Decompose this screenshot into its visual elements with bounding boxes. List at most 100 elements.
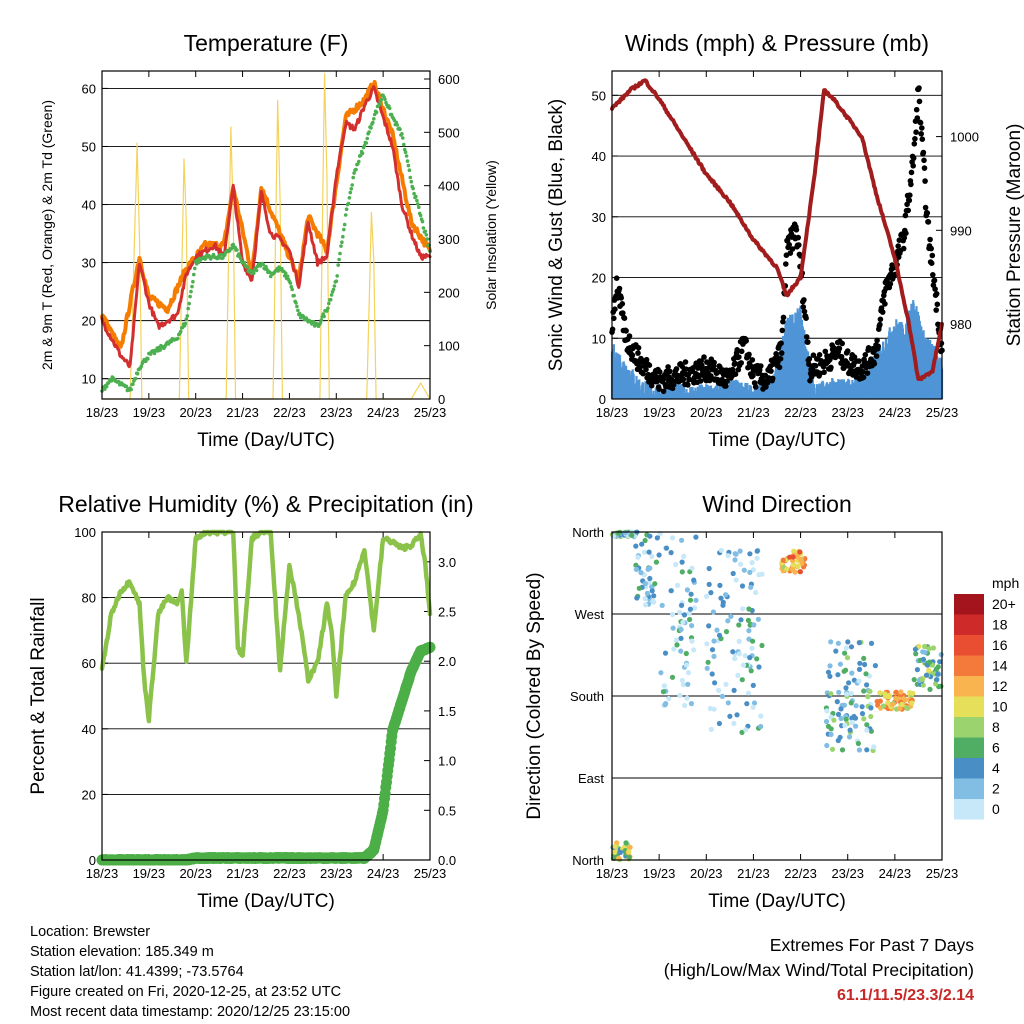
gust-point [613, 275, 620, 282]
station-info: Location: Brewster Station elevation: 18… [30, 922, 350, 1022]
plot-frame-3 [101, 531, 431, 861]
gust-point [806, 361, 812, 368]
gust-point [796, 242, 802, 248]
colorbar-swatch [954, 676, 984, 697]
dewpoint-point [415, 198, 419, 203]
direction-point [712, 680, 718, 686]
dewpoint-point [187, 301, 191, 306]
direction-point [723, 681, 729, 688]
dewpoint-point [184, 317, 189, 322]
direction-point [677, 692, 683, 699]
direction-point [747, 655, 753, 661]
dewpoint-point [294, 301, 298, 305]
dewpoint-point [254, 268, 259, 273]
dewpoint-point [425, 237, 430, 241]
y-axis-tick-label: South [570, 689, 604, 704]
gust-point [928, 245, 934, 252]
direction-point [738, 617, 744, 623]
direction-point [920, 682, 926, 688]
dewpoint-point [357, 159, 361, 164]
direction-point [863, 671, 869, 677]
gust-point [786, 241, 792, 248]
dewpoint-point [297, 311, 302, 316]
gust-point [660, 388, 667, 395]
direction-point [877, 698, 883, 704]
direction-point [661, 683, 668, 689]
direction-point [737, 561, 744, 567]
x-tick-label: 23/23 [320, 405, 353, 420]
direction-point [853, 723, 859, 729]
direction-point [674, 582, 681, 589]
dewpoint-point [235, 248, 239, 252]
x-tick-label: 20/23 [690, 866, 723, 881]
dewpoint-point [367, 130, 371, 134]
dewpoint-point [335, 274, 340, 278]
direction-point [930, 645, 937, 651]
dewpoint-point [196, 260, 201, 265]
gust-point [928, 260, 935, 267]
direction-point [842, 650, 848, 656]
y-axis-tick-label: 40 [82, 198, 96, 213]
direction-point [848, 700, 854, 706]
direction-point [627, 844, 633, 851]
gust-point [800, 304, 807, 310]
y2-axis-label-1: Solar Insolation (Yellow) [483, 160, 499, 310]
direction-point [750, 682, 756, 689]
dewpoint-point [395, 123, 400, 127]
direction-point [745, 690, 752, 696]
gust-point [724, 378, 730, 385]
x-tick-label: 22/23 [273, 405, 306, 420]
direction-point [856, 678, 862, 684]
y-axis-tick-label: 0 [89, 853, 96, 868]
direction-point [844, 691, 850, 697]
y-axis-tick-label: 20 [82, 314, 96, 329]
direction-point [649, 553, 655, 560]
direction-point [834, 699, 840, 705]
direction-point [909, 700, 915, 706]
humidity-line [99, 529, 433, 724]
direction-point [790, 554, 796, 560]
dewpoint-point [223, 253, 227, 257]
direction-point [650, 598, 656, 604]
y2-axis-tick-label: 1000 [950, 130, 979, 145]
direction-point [736, 651, 743, 657]
direction-point [845, 639, 851, 645]
dewpoint-point [364, 141, 369, 145]
direction-point [623, 840, 629, 846]
direction-point [689, 638, 695, 644]
gust-point [732, 371, 739, 378]
direction-point [681, 553, 687, 560]
gust-point [848, 366, 854, 373]
dewpoint-point [369, 126, 373, 130]
direction-point [679, 537, 685, 543]
direction-point [846, 734, 853, 740]
gust-point [917, 119, 924, 126]
direction-point [797, 569, 804, 575]
dewpoint-point [334, 279, 339, 284]
direction-point [859, 711, 866, 717]
x-tick-label: 19/23 [643, 405, 676, 420]
dewpoint-point [104, 384, 109, 389]
direction-point [919, 676, 925, 683]
dewpoint-point [129, 387, 133, 392]
direction-point [647, 575, 653, 582]
gust-point [913, 129, 919, 135]
dewpoint-point [318, 321, 323, 325]
direction-point [844, 655, 851, 661]
colorbar-label: 8 [992, 719, 1000, 735]
gust-point [787, 250, 794, 256]
direction-point [836, 689, 842, 695]
direction-point [739, 677, 745, 683]
direction-point [642, 581, 648, 587]
gust-point [922, 178, 928, 184]
direction-point [638, 570, 644, 576]
direction-point [789, 566, 796, 573]
direction-point [689, 623, 695, 629]
dewpoint-point [131, 382, 135, 387]
gust-point [619, 301, 626, 307]
direction-point [718, 547, 724, 553]
colorbar-swatch [954, 594, 984, 615]
direction-point [740, 606, 746, 612]
direction-point [737, 548, 743, 554]
gust-point [801, 297, 807, 303]
